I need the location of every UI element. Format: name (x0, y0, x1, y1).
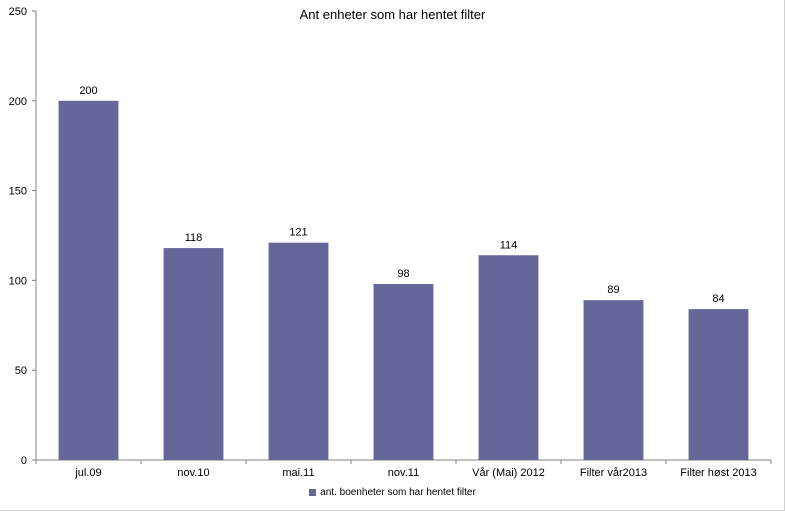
data-label: 118 (185, 232, 203, 244)
y-tick-label: 150 (9, 186, 27, 198)
data-label: 98 (397, 268, 409, 280)
y-tick-label: 0 (21, 455, 27, 467)
legend-swatch (309, 489, 317, 496)
legend: ant. boenheter som har hentet filter (0, 487, 785, 498)
chart-title: Ant enheter som har hentet filter (299, 7, 486, 22)
x-tick-label: Filter høst 2013 (680, 467, 756, 479)
bar (583, 300, 644, 460)
x-tick-label: Vår (Mai) 2012 (472, 467, 545, 479)
x-tick-label: jul.09 (74, 467, 101, 479)
bar (163, 248, 224, 460)
data-label: 121 (289, 227, 307, 239)
x-tick-label: nov.11 (388, 467, 419, 479)
bar (688, 309, 749, 460)
x-tick-label: mai.11 (282, 467, 314, 479)
data-label: 89 (607, 284, 619, 296)
x-tick-label: nov.10 (177, 467, 209, 479)
bar (268, 242, 329, 460)
bar (373, 283, 434, 460)
bar (478, 255, 539, 460)
bar (58, 100, 119, 461)
y-tick-label: 200 (9, 96, 27, 108)
legend-label: ant. boenheter som har hentet filter (320, 487, 476, 498)
x-tick-label: Filter vår2013 (580, 467, 647, 479)
data-label: 114 (500, 239, 518, 251)
data-label: 84 (712, 293, 724, 305)
y-tick-label: 50 (15, 365, 27, 377)
y-tick-label: 100 (9, 275, 27, 287)
y-tick-label: 250 (9, 6, 27, 18)
data-label: 200 (79, 85, 97, 97)
